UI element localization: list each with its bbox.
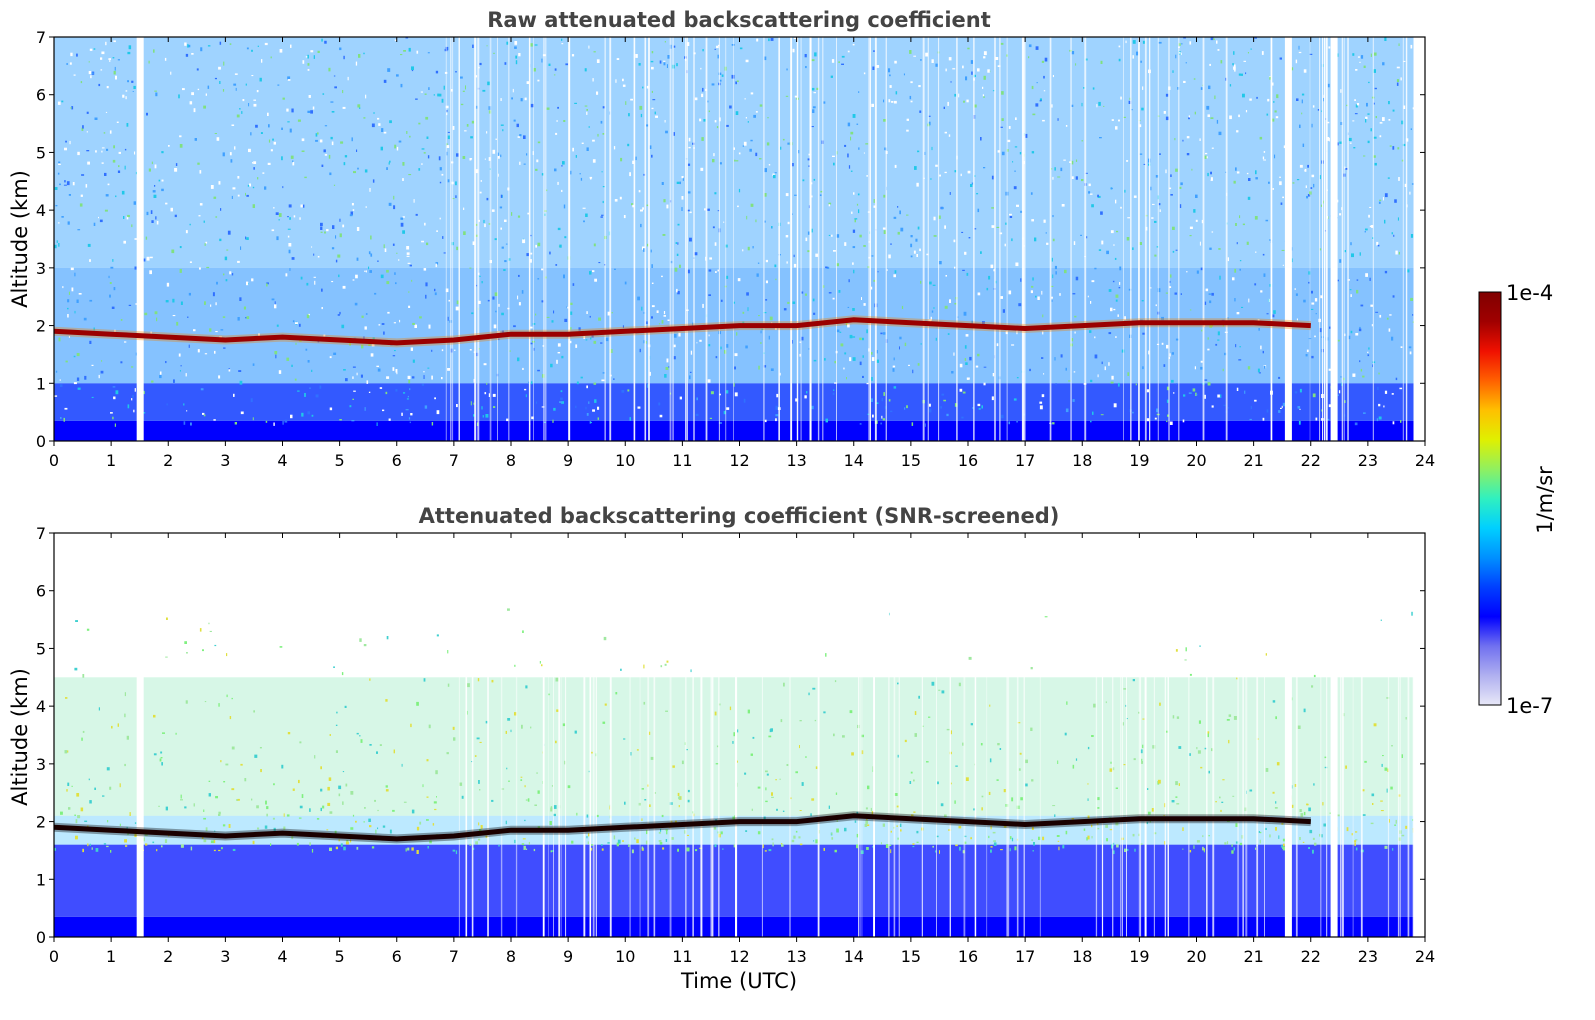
colorbar: 1e-4 1e-7 1/m/sr: [1478, 281, 1557, 718]
x-tick-label: 20: [1186, 451, 1206, 470]
x-tick-label: 16: [958, 451, 978, 470]
x-tick-label: 1: [106, 451, 116, 470]
y-tick-label: 1: [36, 870, 46, 889]
colorbar-max-label: 1e-4: [1506, 281, 1553, 305]
x-tick-label: 24: [1415, 451, 1435, 470]
x-tick-label: 17: [1015, 451, 1035, 470]
y-axis: 0 1 2 3 4 5 6 7: [36, 524, 1425, 947]
x-tick-label: 20: [1186, 947, 1206, 966]
x-tick-label: 6: [392, 451, 402, 470]
y-tick-label: 0: [36, 928, 46, 947]
x-tick-label: 22: [1301, 947, 1321, 966]
x-axis: 0 1 2 3 4 5 6 7 8 9 10 11 12 13 14 15 16 17 18 19 20 21 22 23 24: [49, 37, 1435, 470]
x-tick-label: 2: [163, 451, 173, 470]
panel-snr-screened: Attenuated backscattering coefficient (S…: [8, 504, 1435, 993]
x-tick-label: 9: [563, 451, 573, 470]
x-tick-label: 5: [335, 451, 345, 470]
x-tick-label: 10: [615, 451, 635, 470]
plot-area: [53, 533, 1425, 937]
panel-title: Raw attenuated backscattering coefficien…: [487, 8, 991, 32]
x-tick-label: 2: [163, 947, 173, 966]
x-tick-label: 7: [449, 947, 459, 966]
x-axis: 0 1 2 3 4 5 6 7 8 9 10 11 12 13 14 15 16 17 18 19 20 21 22 23 24: [49, 533, 1435, 966]
x-tick-label: 18: [1072, 451, 1092, 470]
x-tick-label: 10: [615, 947, 635, 966]
y-tick-label: 3: [36, 755, 46, 774]
x-tick-label: 11: [672, 947, 692, 966]
y-tick-label: 3: [36, 259, 46, 278]
x-tick-label: 24: [1415, 947, 1435, 966]
x-tick-label: 4: [277, 451, 287, 470]
x-tick-label: 0: [49, 947, 59, 966]
y-tick-label: 1: [36, 374, 46, 393]
plot-area: [53, 37, 1425, 441]
y-tick-label: 5: [36, 143, 46, 162]
y-axis-label: Altitude (km): [8, 668, 32, 806]
x-tick-label: 11: [672, 451, 692, 470]
y-tick-label: 4: [36, 697, 46, 716]
x-tick-label: 3: [220, 451, 230, 470]
colorbar-min-label: 1e-7: [1506, 694, 1553, 718]
x-tick-label: 9: [563, 947, 573, 966]
y-tick-label: 2: [36, 813, 46, 832]
x-tick-label: 16: [958, 947, 978, 966]
x-tick-label: 13: [786, 947, 806, 966]
cloud-layer: [53, 813, 1311, 842]
y-tick-label: 6: [36, 582, 46, 601]
data-gaps: [136, 37, 1425, 441]
colorbar-gradient: [1478, 291, 1502, 706]
panel-raw: Raw attenuated backscattering coefficien…: [8, 8, 1435, 470]
y-tick-label: 7: [36, 524, 46, 543]
y-tick-label: 4: [36, 201, 46, 220]
x-tick-label: 23: [1358, 947, 1378, 966]
x-tick-label: 21: [1243, 947, 1263, 966]
x-tick-label: 4: [277, 947, 287, 966]
x-axis-label: Time (UTC): [680, 969, 797, 993]
x-tick-label: 6: [392, 947, 402, 966]
y-tick-label: 0: [36, 432, 46, 451]
x-tick-label: 7: [449, 451, 459, 470]
x-tick-label: 13: [786, 451, 806, 470]
y-tick-label: 7: [36, 28, 46, 47]
panel-title: Attenuated backscattering coefficient (S…: [419, 504, 1060, 528]
data-gaps: [136, 533, 1425, 937]
y-axis: 0 1 2 3 4 5 6 7: [36, 28, 1425, 451]
x-tick-label: 18: [1072, 947, 1092, 966]
x-tick-label: 12: [729, 451, 749, 470]
x-tick-label: 23: [1358, 451, 1378, 470]
x-tick-label: 1: [106, 947, 116, 966]
x-tick-label: 8: [506, 947, 516, 966]
x-tick-label: 21: [1243, 451, 1263, 470]
signal-band: [54, 677, 1414, 816]
x-tick-label: 14: [844, 451, 864, 470]
x-tick-label: 12: [729, 947, 749, 966]
x-tick-label: 3: [220, 947, 230, 966]
signal-band: [54, 844, 1414, 917]
y-axis-label: Altitude (km): [8, 170, 32, 308]
colorbar-unit-label: 1/m/sr: [1533, 466, 1557, 534]
x-tick-label: 15: [901, 451, 921, 470]
y-tick-label: 6: [36, 86, 46, 105]
x-tick-label: 17: [1015, 947, 1035, 966]
y-tick-label: 5: [36, 639, 46, 658]
x-tick-label: 15: [901, 947, 921, 966]
x-tick-label: 0: [49, 451, 59, 470]
signal-band: [54, 916, 1414, 937]
y-tick-label: 2: [36, 317, 46, 336]
cloud-layer: [53, 317, 1311, 346]
x-tick-label: 22: [1301, 451, 1321, 470]
x-tick-label: 8: [506, 451, 516, 470]
x-tick-label: 19: [1129, 947, 1149, 966]
x-tick-label: 19: [1129, 451, 1149, 470]
x-tick-label: 5: [335, 947, 345, 966]
x-tick-label: 14: [844, 947, 864, 966]
